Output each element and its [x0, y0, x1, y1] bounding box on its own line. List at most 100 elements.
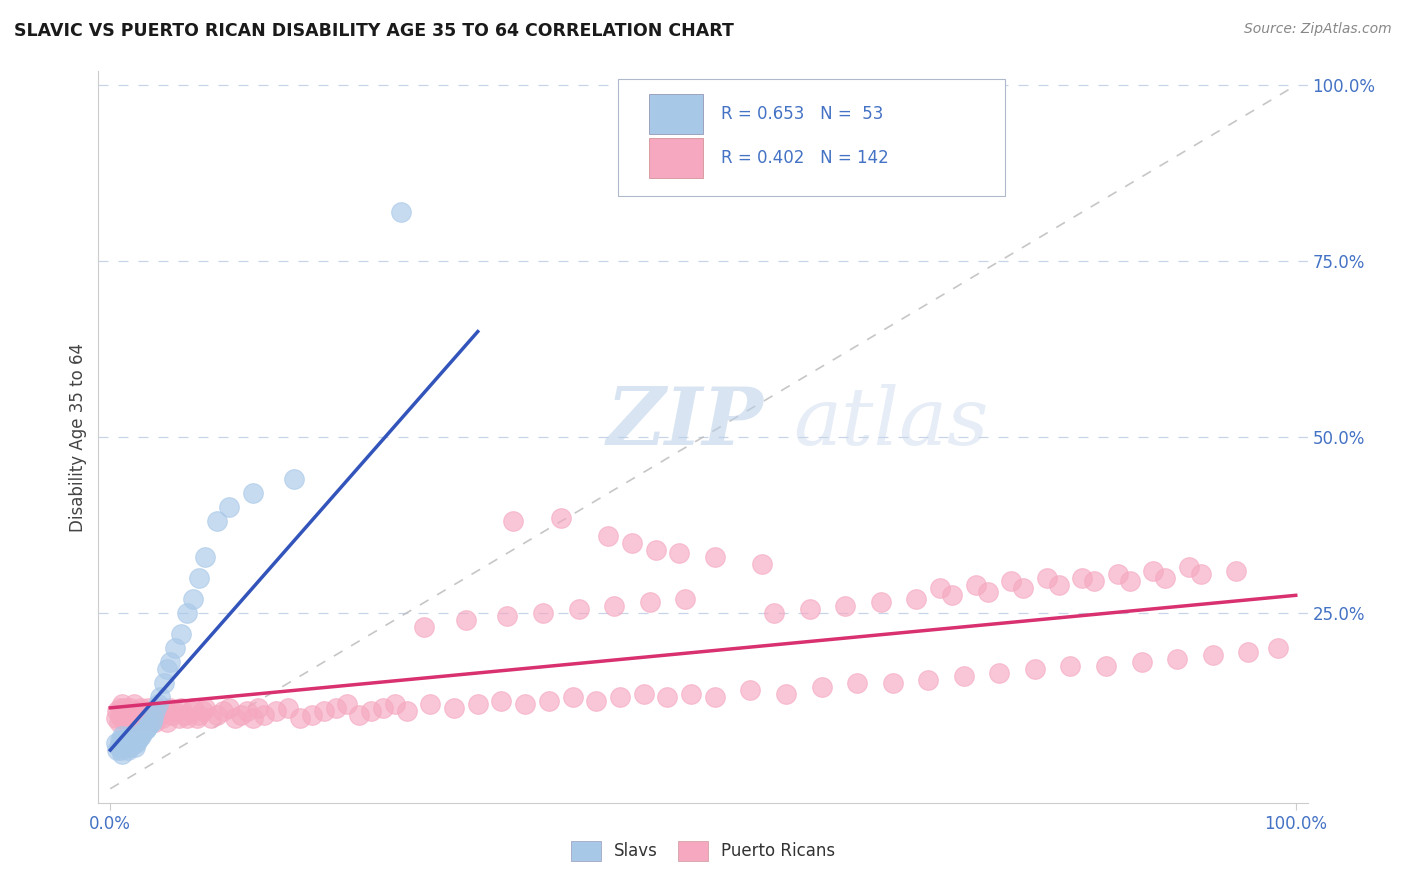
FancyBboxPatch shape	[619, 78, 1005, 195]
Point	[131, 711, 153, 725]
Point	[976, 584, 998, 599]
Point	[681, 687, 703, 701]
Point	[160, 707, 183, 722]
Point	[134, 707, 156, 722]
Point	[105, 743, 128, 757]
Point	[253, 707, 276, 722]
Point	[152, 711, 174, 725]
Point	[952, 669, 974, 683]
Point	[118, 736, 141, 750]
Point	[301, 707, 323, 722]
Point	[703, 690, 725, 705]
Point	[347, 707, 370, 722]
Point	[235, 705, 257, 719]
Point	[673, 591, 696, 606]
Point	[1012, 582, 1035, 596]
Point	[703, 549, 725, 564]
Point	[188, 707, 211, 722]
Point	[111, 729, 134, 743]
Point	[1267, 641, 1289, 656]
Point	[325, 701, 347, 715]
Point	[121, 711, 143, 725]
Point	[111, 739, 134, 754]
Point	[740, 683, 762, 698]
Point	[176, 711, 198, 725]
Point	[1036, 571, 1059, 585]
Point	[191, 705, 214, 719]
Point	[598, 528, 620, 542]
Point	[159, 655, 181, 669]
Point	[135, 722, 157, 736]
Point	[229, 707, 252, 722]
Point	[1178, 560, 1201, 574]
Point	[638, 595, 661, 609]
Point	[603, 599, 626, 613]
Point	[121, 736, 143, 750]
Point	[186, 711, 208, 725]
Point	[312, 705, 335, 719]
Point	[834, 599, 856, 613]
Point	[212, 705, 235, 719]
Point	[1130, 655, 1153, 669]
Point	[502, 515, 524, 529]
Point	[247, 701, 270, 715]
Point	[657, 690, 679, 705]
Text: R = 0.402   N = 142: R = 0.402 N = 142	[721, 149, 889, 167]
Point	[1166, 651, 1188, 665]
Point	[114, 732, 136, 747]
Point	[111, 732, 134, 747]
Point	[1071, 571, 1094, 585]
Point	[1142, 564, 1164, 578]
Point	[491, 694, 513, 708]
Point	[467, 698, 489, 712]
Point	[135, 714, 157, 729]
Point	[156, 662, 179, 676]
Point	[127, 714, 149, 729]
Point	[122, 736, 145, 750]
Point	[1107, 567, 1129, 582]
Point	[454, 613, 477, 627]
Point	[108, 707, 131, 722]
Point	[141, 705, 163, 719]
Point	[122, 698, 145, 712]
Point	[194, 549, 217, 564]
Point	[988, 665, 1011, 680]
Point	[141, 714, 163, 729]
Point	[869, 595, 891, 609]
Point	[395, 705, 418, 719]
Point	[117, 705, 139, 719]
Point	[751, 557, 773, 571]
FancyBboxPatch shape	[648, 94, 703, 134]
Point	[200, 711, 222, 725]
Point	[550, 511, 572, 525]
Point	[131, 725, 153, 739]
Point	[105, 705, 128, 719]
Point	[620, 535, 643, 549]
Point	[277, 701, 299, 715]
Point	[799, 602, 821, 616]
Point	[107, 739, 129, 754]
Point	[419, 698, 441, 712]
Point	[129, 701, 152, 715]
Point	[585, 694, 607, 708]
Point	[138, 718, 160, 732]
Point	[129, 729, 152, 743]
Point	[111, 698, 134, 712]
Legend: Slavs, Puerto Ricans: Slavs, Puerto Ricans	[564, 834, 842, 868]
Point	[125, 729, 148, 743]
Point	[153, 705, 176, 719]
Point	[117, 743, 139, 757]
Point	[121, 714, 143, 729]
Point	[122, 705, 145, 719]
Point	[167, 711, 190, 725]
Point	[143, 705, 166, 719]
Text: ZIP: ZIP	[606, 384, 763, 461]
Text: atlas: atlas	[793, 384, 988, 461]
Point	[118, 732, 141, 747]
Point	[810, 680, 832, 694]
Point	[159, 701, 181, 715]
Point	[288, 711, 311, 725]
Point	[609, 690, 631, 705]
Point	[264, 705, 287, 719]
Point	[181, 701, 204, 715]
